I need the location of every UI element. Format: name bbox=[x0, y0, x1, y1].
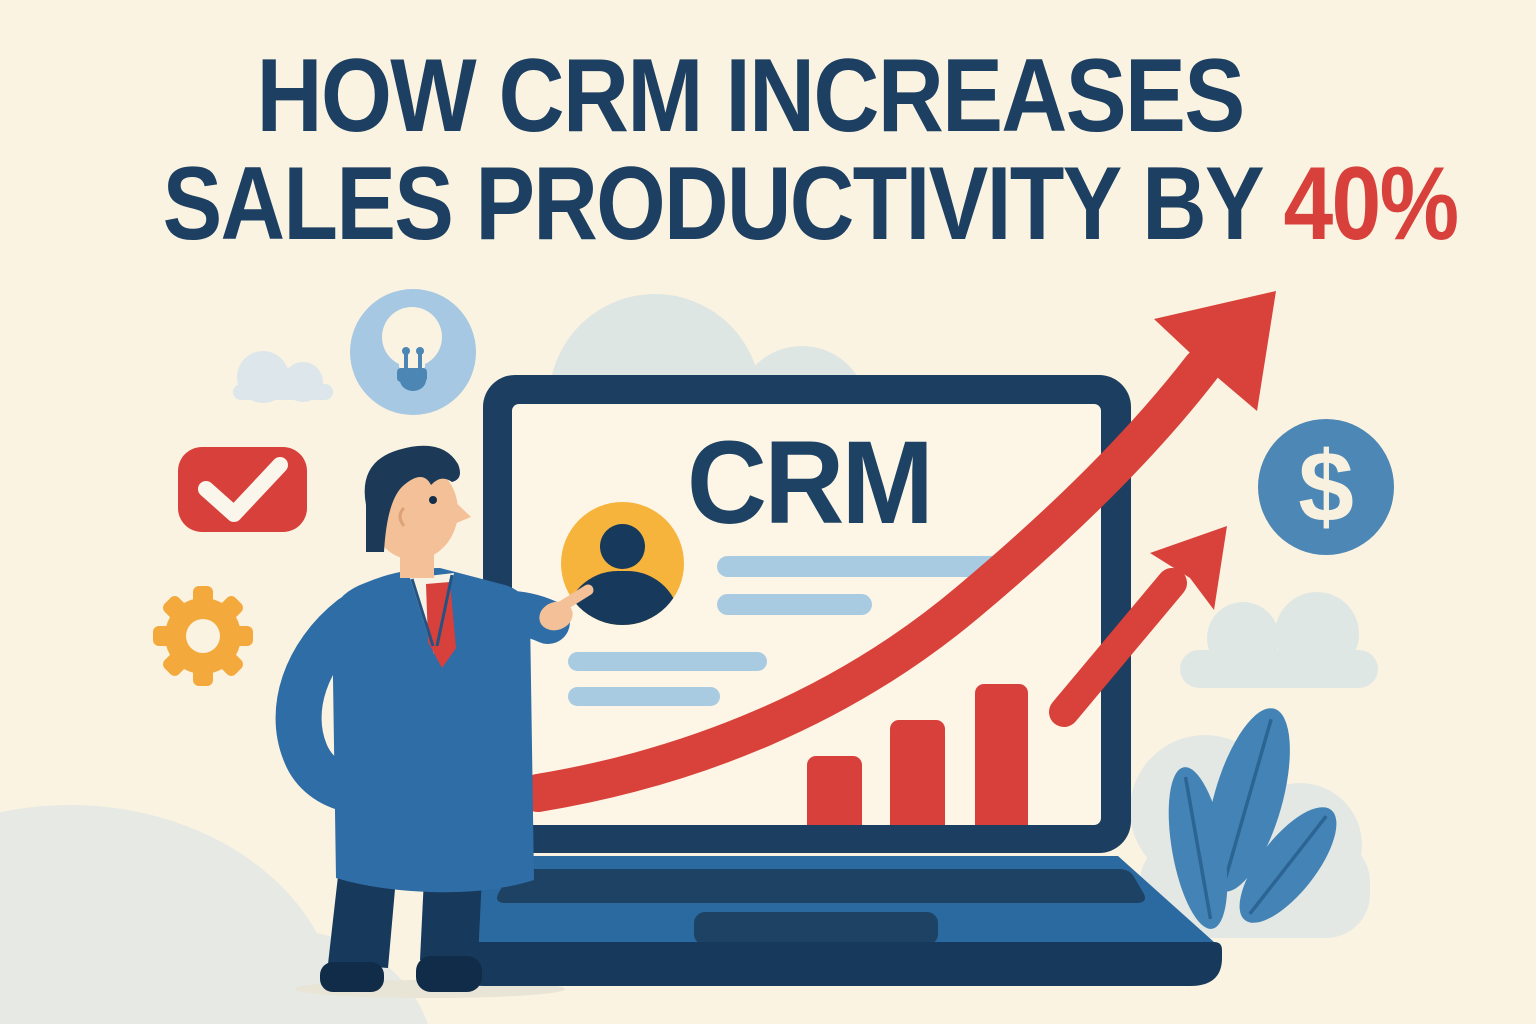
title-line-2-text: SALES PRODUCTIVITY BY bbox=[162, 146, 1265, 262]
man-tie bbox=[426, 582, 456, 668]
chart-bar bbox=[807, 756, 862, 825]
laptop-keyboard bbox=[497, 869, 1145, 903]
dollar-icon: $ bbox=[1258, 419, 1394, 555]
man-left-shoe bbox=[320, 962, 384, 992]
dollar-symbol: $ bbox=[1298, 431, 1354, 543]
chart-bar bbox=[890, 720, 945, 825]
cloud-icon bbox=[233, 351, 333, 403]
man-right-leg bbox=[420, 876, 482, 960]
man-back-arm bbox=[275, 595, 375, 813]
leaf-icon bbox=[1168, 708, 1337, 929]
man-suit-torso bbox=[332, 568, 534, 893]
man-lapel-left bbox=[410, 578, 435, 647]
man-hip-hand bbox=[335, 766, 377, 798]
man-right-shoe bbox=[416, 956, 482, 992]
text-line-placeholder bbox=[568, 652, 767, 671]
man-nose bbox=[449, 497, 471, 526]
man-ear bbox=[398, 506, 406, 527]
man-left-leg bbox=[328, 876, 396, 968]
cloud-icon bbox=[1130, 735, 1370, 938]
man-hair bbox=[364, 445, 460, 552]
man-eye bbox=[429, 496, 437, 504]
small-arrow-shaft bbox=[1049, 568, 1187, 727]
man-pointing-arm bbox=[474, 590, 570, 644]
man-neck bbox=[400, 544, 434, 578]
man-shirt bbox=[410, 573, 454, 654]
user-avatar-icon bbox=[561, 502, 684, 625]
title-percent: 40% bbox=[1283, 146, 1460, 262]
man-face bbox=[370, 462, 458, 560]
screen-crm-label: CRM bbox=[686, 417, 934, 549]
man-lapel-right bbox=[435, 574, 454, 647]
title-line-1: HOW CRM INCREASES bbox=[256, 38, 1246, 154]
ground-shadow bbox=[295, 980, 565, 998]
laptop-base-edge bbox=[452, 942, 1222, 986]
small-arrow-head bbox=[1150, 526, 1227, 610]
avatar-head bbox=[600, 524, 645, 569]
big-arrow-head bbox=[1154, 291, 1276, 411]
hill-shape bbox=[0, 805, 428, 1024]
cloud-icon bbox=[1180, 592, 1378, 688]
text-line-placeholder bbox=[717, 556, 1005, 577]
text-line-placeholder bbox=[717, 594, 872, 615]
text-line-placeholder bbox=[568, 687, 720, 706]
title-line-2: SALES PRODUCTIVITY BY 40% bbox=[163, 152, 1459, 256]
avatar-body bbox=[565, 571, 680, 625]
laptop-trackpad bbox=[694, 912, 938, 945]
chart-bar bbox=[975, 684, 1028, 825]
laptop-base bbox=[452, 856, 1214, 942]
